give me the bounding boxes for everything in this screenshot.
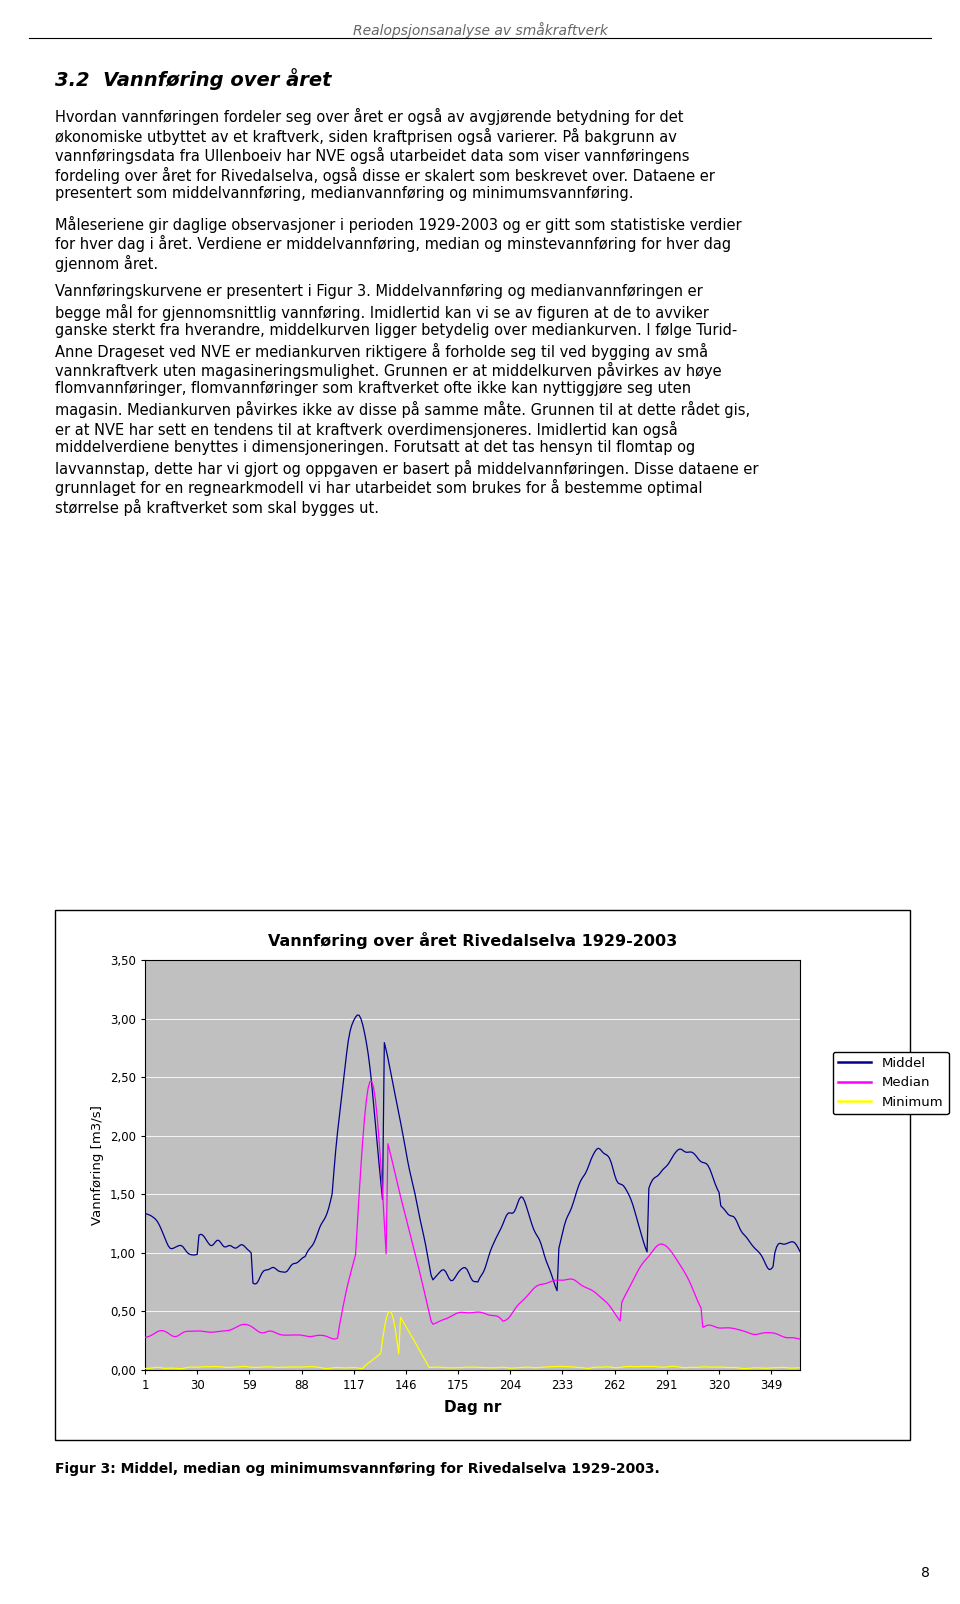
Text: Figur 3: Middel, median og minimumsvannføring for Rivedalselva 1929-2003.: Figur 3: Middel, median og minimumsvannf… xyxy=(55,1461,660,1476)
Text: Vannføringskurvene er presentert i Figur 3. Middelvannføring og medianvannføring: Vannføringskurvene er presentert i Figur… xyxy=(55,284,703,298)
Text: Hvordan vannføringen fordeler seg over året er også av avgjørende betydning for : Hvordan vannføringen fordeler seg over å… xyxy=(55,107,684,125)
Text: magasin. Mediankurven påvirkes ikke av disse på samme måte. Grunnen til at dette: magasin. Mediankurven påvirkes ikke av d… xyxy=(55,401,750,419)
Legend: Middel, Median, Minimum: Middel, Median, Minimum xyxy=(832,1052,948,1115)
Text: vannkraftverk uten magasineringsmulighet. Grunnen er at middelkurven påvirkes av: vannkraftverk uten magasineringsmulighet… xyxy=(55,363,722,379)
Text: middelverdiene benyttes i dimensjoneringen. Forutsatt at det tas hensyn til flom: middelverdiene benyttes i dimensjonering… xyxy=(55,439,695,456)
Y-axis label: Vannføring [m3/s]: Vannføring [m3/s] xyxy=(91,1105,105,1225)
Text: presentert som middelvannføring, medianvannføring og minimumsvannføring.: presentert som middelvannføring, medianv… xyxy=(55,186,634,200)
Text: er at NVE har sett en tendens til at kraftverk overdimensjoneres. Imidlertid kan: er at NVE har sett en tendens til at kra… xyxy=(55,420,678,438)
X-axis label: Dag nr: Dag nr xyxy=(444,1400,501,1415)
Text: økonomiske utbyttet av et kraftverk, siden kraftprisen også varierer. På bakgrun: økonomiske utbyttet av et kraftverk, sid… xyxy=(55,127,677,144)
Text: fordeling over året for Rivedalselva, også disse er skalert som beskrevet over. : fordeling over året for Rivedalselva, og… xyxy=(55,167,715,183)
Text: flomvannføringer, flomvannføringer som kraftverket ofte ikke kan nyttiggjøre seg: flomvannføringer, flomvannføringer som k… xyxy=(55,382,691,396)
Bar xyxy=(55,909,910,1440)
Text: Realopsjonsanalyse av småkraftverk: Realopsjonsanalyse av småkraftverk xyxy=(352,22,608,38)
Text: ganske sterkt fra hverandre, middelkurven ligger betydelig over mediankurven. I : ganske sterkt fra hverandre, middelkurve… xyxy=(55,322,737,338)
Text: begge mål for gjennomsnittlig vannføring. Imidlertid kan vi se av figuren at de : begge mål for gjennomsnittlig vannføring… xyxy=(55,303,708,321)
Title: Vannføring over året Rivedalselva 1929-2003: Vannføring over året Rivedalselva 1929-2… xyxy=(268,932,677,950)
Text: 3.2  Vannføring over året: 3.2 Vannføring over året xyxy=(55,67,331,90)
Text: 8: 8 xyxy=(922,1566,930,1580)
Text: størrelse på kraftverket som skal bygges ut.: størrelse på kraftverket som skal bygges… xyxy=(55,499,379,515)
Text: lavvannstap, dette har vi gjort og oppgaven er basert på middelvannføringen. Dis: lavvannstap, dette har vi gjort og oppga… xyxy=(55,459,758,476)
Text: vannføringsdata fra Ullenboeiv har NVE også utarbeidet data som viser vannføring: vannføringsdata fra Ullenboeiv har NVE o… xyxy=(55,148,689,164)
Text: gjennom året.: gjennom året. xyxy=(55,255,158,271)
Text: for hver dag i året. Verdiene er middelvannføring, median og minstevannføring fo: for hver dag i året. Verdiene er middelv… xyxy=(55,236,732,252)
Text: Måleseriene gir daglige observasjoner i perioden 1929-2003 og er gitt som statis: Måleseriene gir daglige observasjoner i … xyxy=(55,215,742,233)
Text: grunnlaget for en regnearkmodell vi har utarbeidet som brukes for å bestemme opt: grunnlaget for en regnearkmodell vi har … xyxy=(55,480,703,496)
Text: Anne Drageset ved NVE er mediankurven riktigere å forholde seg til ved bygging a: Anne Drageset ved NVE er mediankurven ri… xyxy=(55,343,708,359)
